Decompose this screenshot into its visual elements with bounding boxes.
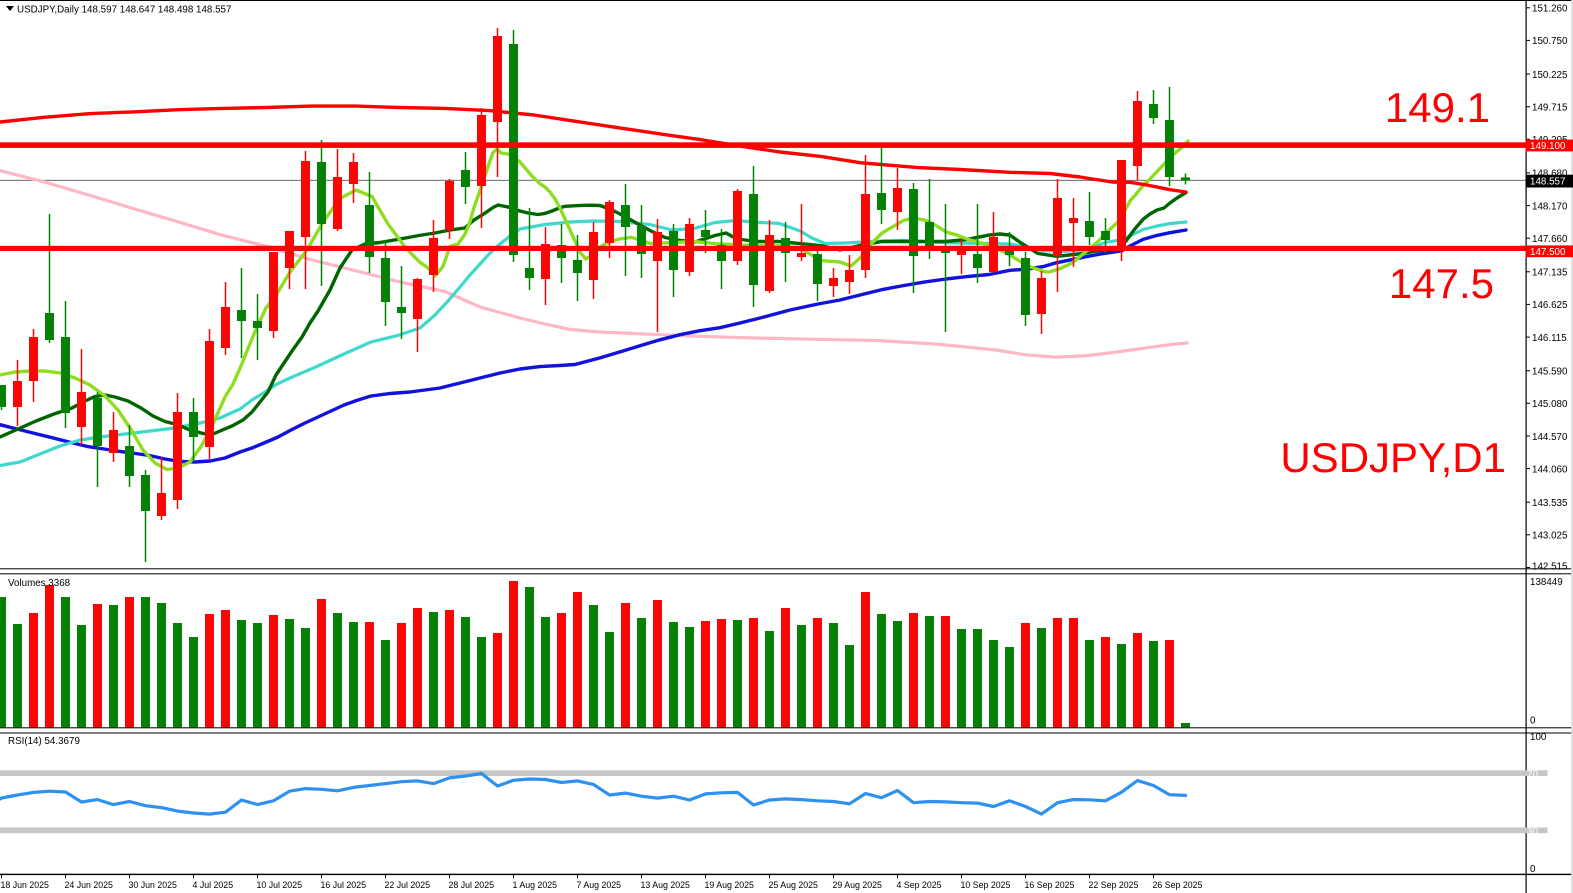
svg-text:16 Sep 2025: 16 Sep 2025 <box>1025 880 1075 890</box>
svg-text:148.557: 148.557 <box>1530 177 1565 188</box>
svg-text:147.5: 147.5 <box>1389 260 1494 307</box>
svg-text:29 Aug 2025: 29 Aug 2025 <box>833 880 883 890</box>
svg-text:10 Sep 2025: 10 Sep 2025 <box>961 880 1011 890</box>
svg-text:10 Jul 2025: 10 Jul 2025 <box>257 880 303 890</box>
svg-text:145.590: 145.590 <box>1532 367 1568 378</box>
svg-text:24 Jun 2025: 24 Jun 2025 <box>65 880 114 890</box>
svg-text:143.025: 143.025 <box>1532 531 1568 542</box>
svg-text:146.625: 146.625 <box>1532 300 1568 311</box>
svg-text:142.515: 142.515 <box>1532 562 1568 573</box>
svg-text:100: 100 <box>1530 732 1547 743</box>
svg-text:4 Jul 2025: 4 Jul 2025 <box>193 880 234 890</box>
svg-text:30: 30 <box>1527 827 1538 838</box>
svg-text:RSI(14) 54.3679: RSI(14) 54.3679 <box>8 736 80 747</box>
svg-text:146.115: 146.115 <box>1532 333 1567 344</box>
svg-text:USDJPY,D1: USDJPY,D1 <box>1280 434 1506 481</box>
svg-text:1 Aug 2025: 1 Aug 2025 <box>513 880 558 890</box>
svg-text:4 Sep 2025: 4 Sep 2025 <box>897 880 942 890</box>
svg-text:7 Aug 2025: 7 Aug 2025 <box>577 880 622 890</box>
svg-text:0: 0 <box>1530 864 1536 875</box>
svg-text:147.660: 147.660 <box>1532 234 1568 245</box>
svg-text:148.170: 148.170 <box>1532 201 1568 212</box>
svg-text:25 Aug 2025: 25 Aug 2025 <box>769 880 819 890</box>
svg-text:USDJPY,Daily 148.597 148.647: USDJPY,Daily 148.597 148.647 148.498 148… <box>17 5 231 16</box>
svg-text:18 Jun 2025: 18 Jun 2025 <box>1 880 50 890</box>
svg-text:22 Jul 2025: 22 Jul 2025 <box>385 880 431 890</box>
svg-text:26 Sep 2025: 26 Sep 2025 <box>1153 880 1203 890</box>
svg-text:151.260: 151.260 <box>1532 4 1568 15</box>
svg-text:70: 70 <box>1527 769 1538 780</box>
svg-text:138449: 138449 <box>1530 577 1563 588</box>
svg-text:30 Jun 2025: 30 Jun 2025 <box>129 880 178 890</box>
svg-text:16 Jul 2025: 16 Jul 2025 <box>321 880 367 890</box>
svg-text:149.715: 149.715 <box>1532 103 1568 114</box>
svg-text:147.135: 147.135 <box>1532 268 1568 279</box>
svg-text:143.535: 143.535 <box>1532 498 1568 509</box>
svg-text:149.100: 149.100 <box>1530 141 1566 152</box>
svg-text:13 Aug 2025: 13 Aug 2025 <box>641 880 691 890</box>
svg-text:28 Jul 2025: 28 Jul 2025 <box>449 880 495 890</box>
svg-text:148.680: 148.680 <box>1532 169 1568 180</box>
svg-text:147.500: 147.500 <box>1530 247 1566 258</box>
svg-text:0: 0 <box>1530 715 1536 726</box>
svg-text:19 Aug 2025: 19 Aug 2025 <box>705 880 755 890</box>
svg-text:149.1: 149.1 <box>1385 84 1490 131</box>
svg-text:144.570: 144.570 <box>1532 432 1568 443</box>
svg-text:145.080: 145.080 <box>1532 399 1568 410</box>
svg-text:144.060: 144.060 <box>1532 464 1568 475</box>
svg-text:Volumes 3368: Volumes 3368 <box>8 578 71 589</box>
svg-text:150.750: 150.750 <box>1532 36 1568 47</box>
svg-text:22 Sep 2025: 22 Sep 2025 <box>1089 880 1139 890</box>
svg-text:150.225: 150.225 <box>1532 70 1568 81</box>
